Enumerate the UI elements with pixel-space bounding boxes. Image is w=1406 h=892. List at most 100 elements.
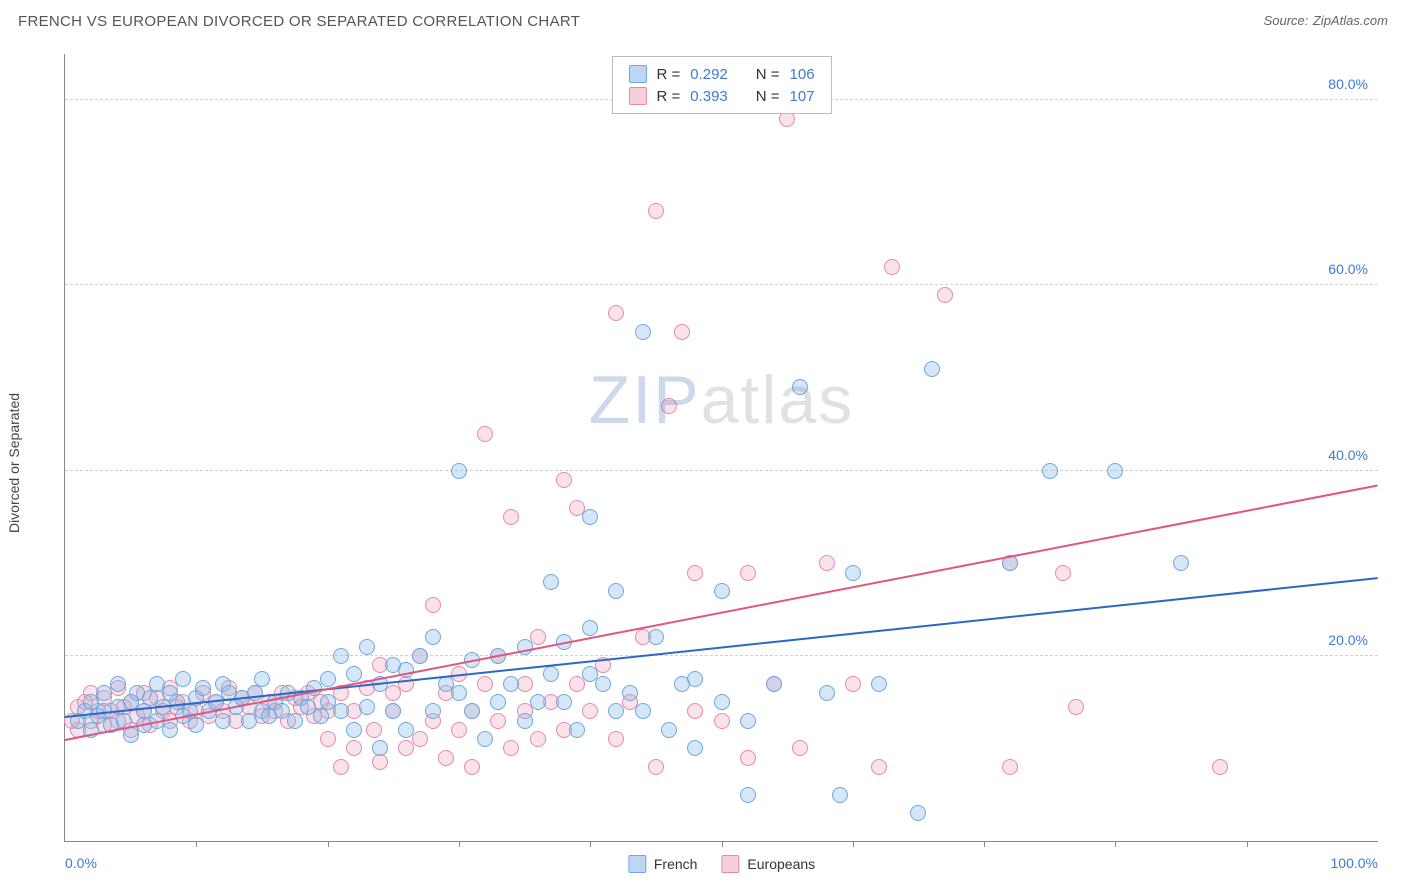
data-point bbox=[359, 639, 375, 655]
data-point bbox=[714, 583, 730, 599]
data-point bbox=[648, 629, 664, 645]
x-axis-min-label: 0.0% bbox=[65, 855, 97, 871]
x-axis-tick bbox=[328, 841, 329, 847]
data-point bbox=[333, 703, 349, 719]
data-point bbox=[622, 685, 638, 701]
y-axis-tick-label: 80.0% bbox=[1328, 76, 1368, 92]
data-point bbox=[937, 287, 953, 303]
y-axis-tick-label: 40.0% bbox=[1328, 447, 1368, 463]
gridline bbox=[65, 470, 1378, 471]
data-point bbox=[438, 750, 454, 766]
data-point bbox=[490, 713, 506, 729]
source-attribution: Source: ZipAtlas.com bbox=[1264, 12, 1388, 30]
legend-stats-row-french: R = 0.292 N = 106 bbox=[628, 63, 814, 85]
x-axis-tick bbox=[984, 841, 985, 847]
data-point bbox=[398, 722, 414, 738]
data-point bbox=[543, 574, 559, 590]
legend-n-label: N = bbox=[756, 88, 780, 105]
plot-area: ZIPatlas R = 0.292 N = 106 R = 0.393 N =… bbox=[64, 54, 1378, 842]
x-axis-tick bbox=[722, 841, 723, 847]
data-point bbox=[464, 759, 480, 775]
data-point bbox=[792, 740, 808, 756]
data-point bbox=[530, 731, 546, 747]
data-point bbox=[648, 203, 664, 219]
data-point bbox=[412, 731, 428, 747]
watermark: ZIPatlas bbox=[589, 361, 854, 439]
legend-series: French Europeans bbox=[628, 855, 815, 873]
data-point bbox=[346, 666, 362, 682]
data-point bbox=[425, 629, 441, 645]
data-point bbox=[188, 717, 204, 733]
data-point bbox=[175, 671, 191, 687]
data-point bbox=[819, 555, 835, 571]
data-point bbox=[661, 722, 677, 738]
data-point bbox=[687, 565, 703, 581]
data-point bbox=[819, 685, 835, 701]
data-point bbox=[451, 685, 467, 701]
data-point bbox=[661, 398, 677, 414]
data-point bbox=[398, 676, 414, 692]
data-point bbox=[517, 713, 533, 729]
data-point bbox=[503, 509, 519, 525]
data-point bbox=[582, 509, 598, 525]
data-point bbox=[569, 722, 585, 738]
data-point bbox=[635, 324, 651, 340]
data-point bbox=[674, 324, 690, 340]
legend-french-r: 0.292 bbox=[690, 66, 728, 83]
y-axis-title: Divorced or Separated bbox=[6, 393, 22, 533]
data-point bbox=[608, 731, 624, 747]
data-point bbox=[1107, 463, 1123, 479]
data-point bbox=[608, 703, 624, 719]
data-point bbox=[1212, 759, 1228, 775]
x-axis-tick bbox=[1115, 841, 1116, 847]
data-point bbox=[740, 787, 756, 803]
data-point bbox=[503, 676, 519, 692]
legend-french-n: 106 bbox=[790, 66, 815, 83]
source-label: Source: bbox=[1264, 13, 1309, 28]
data-point bbox=[582, 703, 598, 719]
data-point bbox=[320, 671, 336, 687]
gridline bbox=[65, 655, 1378, 656]
data-point bbox=[1173, 555, 1189, 571]
legend-r-label: R = bbox=[656, 88, 680, 105]
data-point bbox=[464, 703, 480, 719]
data-point bbox=[346, 740, 362, 756]
data-point bbox=[333, 759, 349, 775]
gridline bbox=[65, 284, 1378, 285]
data-point bbox=[884, 259, 900, 275]
swatch-french-icon bbox=[628, 65, 646, 83]
x-axis-tick bbox=[459, 841, 460, 847]
data-point bbox=[608, 305, 624, 321]
data-point bbox=[740, 750, 756, 766]
data-point bbox=[832, 787, 848, 803]
data-point bbox=[412, 648, 428, 664]
data-point bbox=[582, 620, 598, 636]
data-point bbox=[648, 759, 664, 775]
data-point bbox=[110, 676, 126, 692]
data-point bbox=[740, 713, 756, 729]
swatch-french-icon bbox=[628, 855, 646, 873]
x-axis-tick bbox=[196, 841, 197, 847]
data-point bbox=[195, 680, 211, 696]
data-point bbox=[543, 666, 559, 682]
data-point bbox=[366, 722, 382, 738]
legend-stats-row-europeans: R = 0.393 N = 107 bbox=[628, 85, 814, 107]
legend-item-french: French bbox=[628, 855, 698, 873]
x-axis-tick bbox=[590, 841, 591, 847]
y-axis-tick-label: 60.0% bbox=[1328, 261, 1368, 277]
data-point bbox=[1068, 699, 1084, 715]
data-point bbox=[871, 759, 887, 775]
data-point bbox=[254, 671, 270, 687]
data-point bbox=[910, 805, 926, 821]
data-point bbox=[766, 676, 782, 692]
data-point bbox=[595, 676, 611, 692]
legend-europeans-r: 0.393 bbox=[690, 88, 728, 105]
y-axis-tick-label: 20.0% bbox=[1328, 632, 1368, 648]
source-name: ZipAtlas.com bbox=[1313, 13, 1388, 28]
data-point bbox=[687, 703, 703, 719]
watermark-part2: atlas bbox=[701, 362, 855, 438]
data-point bbox=[320, 731, 336, 747]
data-point bbox=[503, 740, 519, 756]
data-point bbox=[162, 722, 178, 738]
legend-r-label: R = bbox=[656, 66, 680, 83]
